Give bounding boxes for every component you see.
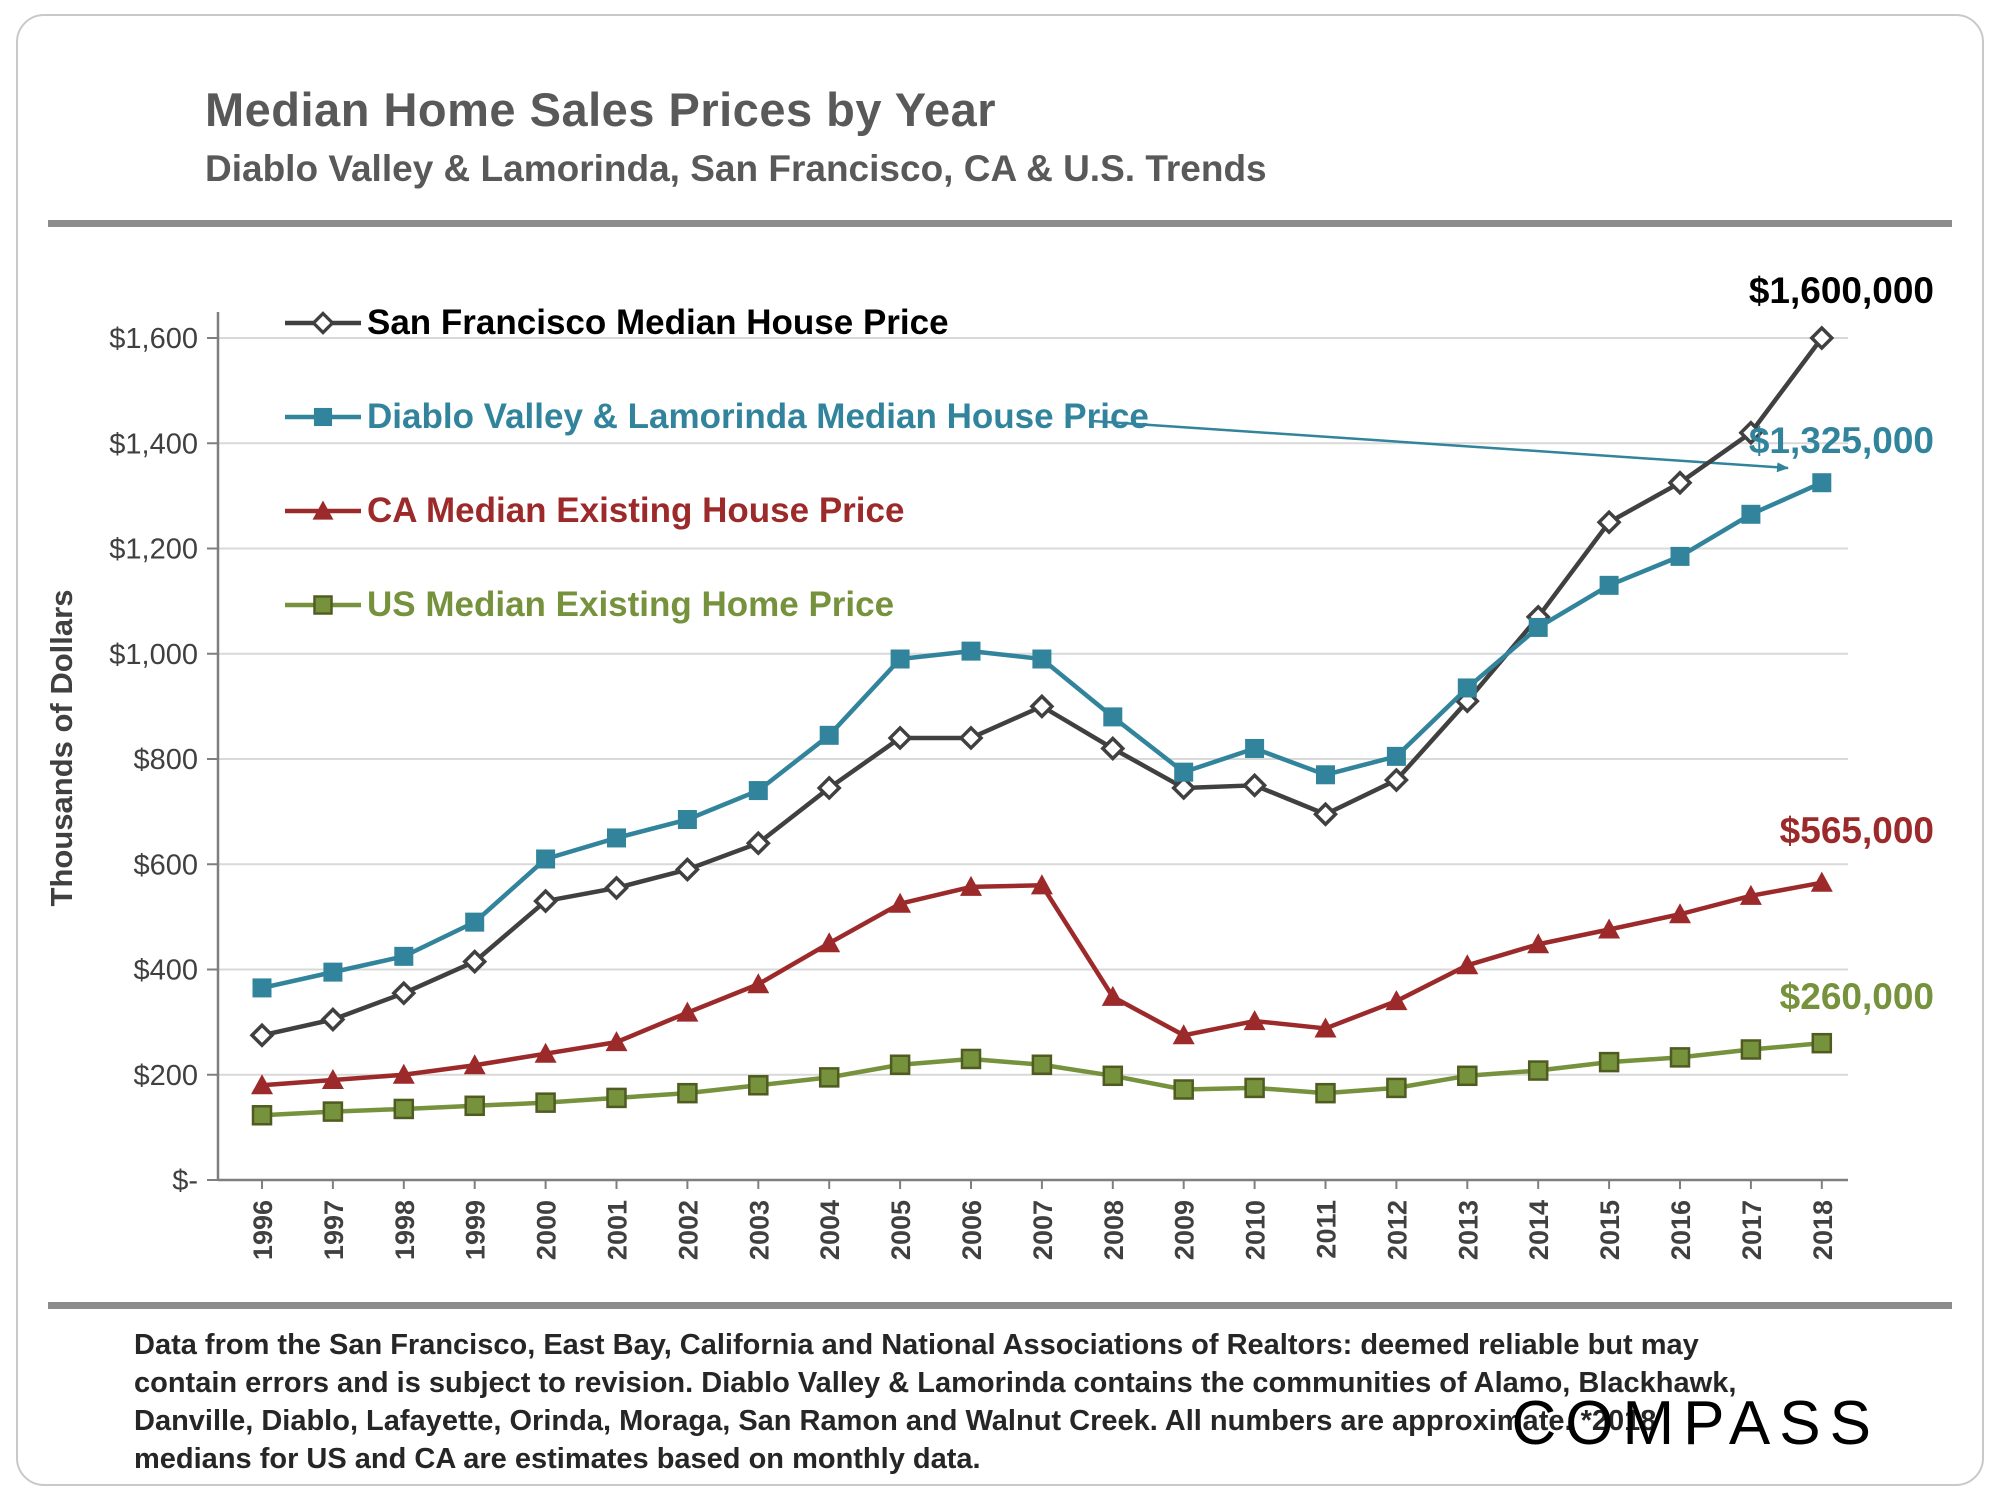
svg-text:2008: 2008 (1099, 1200, 1129, 1260)
svg-text:2009: 2009 (1170, 1200, 1200, 1260)
disclaimer-line: Data from the San Francisco, East Bay, C… (134, 1329, 1699, 1361)
series-end-value-us: $260,000 (1779, 976, 1934, 1017)
legend-label: US Median Existing Home Price (367, 585, 895, 624)
compass-logo: COMPASS (1511, 1389, 1880, 1458)
svg-text:2014: 2014 (1524, 1200, 1554, 1260)
svg-text:2005: 2005 (886, 1200, 916, 1260)
svg-text:2002: 2002 (673, 1200, 703, 1260)
disclaimer-line: contain errors and is subject to revisio… (134, 1367, 1737, 1399)
svg-text:$600: $600 (133, 849, 198, 881)
svg-text:$400: $400 (133, 955, 198, 987)
svg-text:$1,200: $1,200 (109, 534, 198, 566)
svg-text:1996: 1996 (248, 1200, 278, 1260)
line-marker-swatch-icon (285, 500, 361, 520)
svg-text:2004: 2004 (815, 1200, 845, 1260)
svg-text:2016: 2016 (1666, 1200, 1696, 1260)
svg-text:2013: 2013 (1453, 1200, 1483, 1260)
legend-item-diablo-lamorinda: Diablo Valley & Lamorinda Median House P… (283, 370, 1149, 464)
svg-text:$1,600: $1,600 (109, 323, 198, 355)
divider-top (48, 220, 1952, 227)
legend-label: CA Median Existing House Price (367, 491, 905, 530)
svg-text:1997: 1997 (319, 1200, 349, 1260)
svg-text:$800: $800 (133, 744, 198, 776)
chart-subtitle: Diablo Valley & Lamorinda, San Francisco… (205, 148, 1267, 189)
chart-title: Median Home Sales Prices by Year (205, 83, 997, 136)
svg-text:2003: 2003 (744, 1200, 774, 1260)
svg-text:2007: 2007 (1028, 1200, 1058, 1260)
line-marker-swatch-icon (285, 595, 361, 615)
page-border (16, 14, 1984, 1486)
series-end-value-san-francisco: $1,600,000 (1748, 270, 1934, 311)
series-end-value-diablo-lamorinda: $1,325,000 (1748, 420, 1934, 461)
svg-text:1999: 1999 (461, 1200, 491, 1260)
svg-text:2015: 2015 (1595, 1200, 1625, 1260)
svg-text:$1,000: $1,000 (109, 639, 198, 671)
disclaimer-line: medians for US and CA are estimates base… (134, 1443, 981, 1475)
svg-text:2001: 2001 (603, 1200, 633, 1260)
svg-text:1998: 1998 (390, 1200, 420, 1260)
line-marker-swatch-icon (285, 311, 361, 335)
svg-text:2006: 2006 (957, 1200, 987, 1260)
series-end-value-ca: $565,000 (1779, 810, 1934, 851)
legend-label: San Francisco Median House Price (367, 303, 949, 342)
svg-text:2018: 2018 (1808, 1200, 1838, 1260)
svg-text:2000: 2000 (532, 1200, 562, 1260)
svg-text:$200: $200 (133, 1060, 198, 1092)
line-marker-swatch-icon (285, 407, 361, 427)
disclaimer-line: Danville, Diablo, Lafayette, Orinda, Mor… (134, 1405, 1657, 1437)
legend-item-ca: CA Median Existing House Price (283, 464, 1149, 558)
svg-text:2017: 2017 (1737, 1200, 1767, 1260)
legend-item-san-francisco: San Francisco Median House Price (283, 276, 1149, 370)
legend-label: Diablo Valley & Lamorinda Median House P… (367, 397, 1149, 436)
svg-text:2012: 2012 (1382, 1200, 1412, 1260)
disclaimer-text: Data from the San Francisco, East Bay, C… (134, 1326, 1736, 1478)
svg-text:2010: 2010 (1241, 1200, 1271, 1260)
svg-text:$1,400: $1,400 (109, 428, 198, 460)
svg-text:$-: $- (172, 1165, 198, 1197)
svg-text:2011: 2011 (1312, 1200, 1342, 1259)
legend-item-us: US Median Existing Home Price (283, 558, 1149, 652)
chart-legend: San Francisco Median House Price Diablo … (283, 276, 1149, 652)
divider-bottom (48, 1302, 1952, 1309)
